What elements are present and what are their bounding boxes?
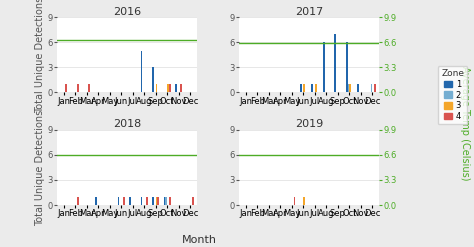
Bar [374, 84, 376, 92]
Bar [300, 84, 301, 92]
Bar [303, 197, 305, 205]
Bar [141, 197, 143, 205]
Bar [123, 197, 125, 205]
Bar [129, 197, 131, 205]
Bar [155, 84, 157, 92]
Bar [146, 197, 147, 205]
Text: Month: Month [182, 235, 217, 245]
Bar [152, 67, 154, 92]
Bar [346, 42, 347, 92]
Y-axis label: Total Unique Detections: Total Unique Detections [35, 0, 45, 113]
Title: 2016: 2016 [113, 6, 141, 17]
Bar [357, 84, 359, 92]
Bar [169, 84, 171, 92]
Bar [371, 84, 372, 92]
Title: 2017: 2017 [295, 6, 323, 17]
Text: Average Temp (Celsius): Average Temp (Celsius) [460, 66, 470, 181]
Bar [315, 84, 317, 92]
Bar [181, 84, 182, 92]
Bar [349, 84, 351, 92]
Bar [118, 197, 119, 205]
Y-axis label: Total Unique Detections: Total Unique Detections [35, 109, 45, 226]
Title: 2019: 2019 [295, 119, 323, 129]
Bar [167, 84, 169, 92]
Bar [175, 84, 177, 92]
Legend: 1, 2, 3, 4: 1, 2, 3, 4 [438, 66, 467, 124]
Bar [347, 84, 349, 92]
Title: 2018: 2018 [113, 119, 141, 129]
Bar [152, 197, 154, 205]
Bar [89, 84, 90, 92]
Bar [77, 197, 79, 205]
Bar [65, 84, 67, 92]
Bar [165, 197, 167, 205]
Bar [157, 197, 159, 205]
Bar [303, 84, 305, 92]
Bar [169, 197, 171, 205]
Bar [323, 42, 325, 92]
Bar [334, 34, 336, 92]
Bar [311, 84, 313, 92]
Bar [164, 197, 165, 205]
Bar [192, 197, 193, 205]
Bar [293, 197, 295, 205]
Bar [77, 84, 79, 92]
Bar [155, 197, 157, 205]
Bar [141, 51, 143, 92]
Bar [95, 197, 97, 205]
